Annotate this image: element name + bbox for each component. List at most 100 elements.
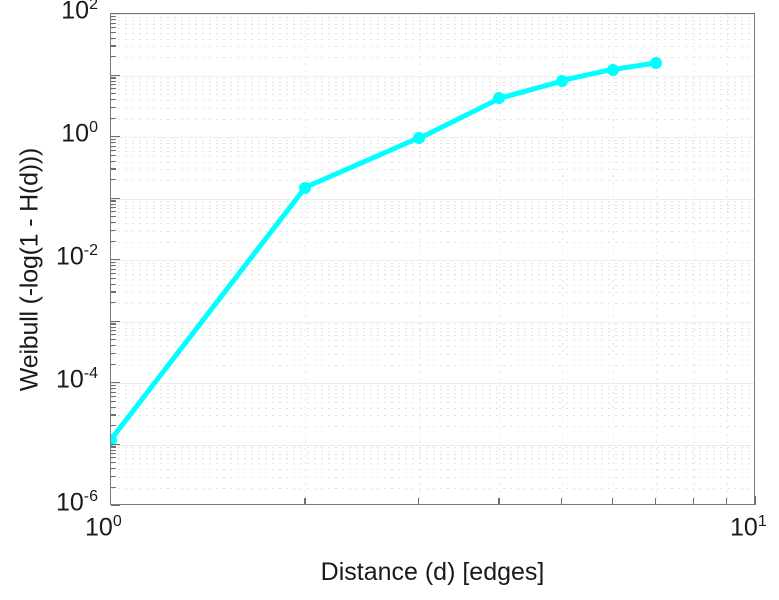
series-line-segment [417,95,501,141]
y-tick-major [111,13,120,15]
y-tick-minor [111,261,116,264]
y-tick-minor [111,207,116,209]
y-tick-exponent: -4 [83,365,98,382]
series-line-segment [498,78,563,101]
y-tick-exponent: -2 [83,242,98,259]
series-data-point[interactable] [412,132,425,145]
y-tick-minor [111,453,116,455]
y-tick-minor [111,45,116,47]
y-tick-minor [111,400,116,402]
y-tick-minor [111,468,116,470]
y-tick-minor [111,37,116,39]
y-tick-minor [111,80,116,82]
y-tick-minor [111,265,116,267]
y-tick-minor [111,449,116,451]
y-tick-minor [111,222,116,224]
y-tick-minor [111,406,116,408]
y-tick-minor [111,486,116,488]
y-tick-minor [111,99,116,101]
y-tick-major [111,443,120,445]
y-tick-minor [111,93,116,95]
y-tick-minor [111,216,116,218]
y-tick-major [111,320,120,322]
x-tick-minor [560,498,563,505]
y-tick-mantissa: 10 [61,0,90,25]
y-tick-minor [111,117,116,119]
y-tick-minor [111,339,116,341]
y-tick-exponent: -6 [83,488,98,505]
y-tick-minor [111,302,116,304]
x-tick-minor [725,498,727,505]
y-tick-minor [111,323,116,325]
plot-area [110,13,755,505]
series-data-point[interactable] [606,63,619,76]
x-tick-mantissa: 10 [85,513,113,542]
y-tick-label: 100 [0,119,98,148]
y-tick-minor [111,326,116,328]
x-tick-major [110,496,112,505]
series-line-segment [111,186,308,442]
x-tick-major [755,496,757,505]
y-tick-minor [111,330,116,332]
y-tick-major [111,382,120,384]
y-tick-minor [111,106,116,109]
y-tick-minor [111,19,116,21]
y-tick-minor [111,345,116,347]
data-series-weibull [111,14,754,504]
y-tick-minor [111,168,116,170]
y-tick-minor [111,88,116,90]
y-tick-minor [111,391,116,393]
series-line-segment [304,135,420,190]
x-axis-label: Distance (d) [edges] [320,558,545,586]
y-tick-minor [111,149,116,151]
y-tick-minor [111,145,116,147]
y-tick-minor [111,179,116,181]
y-tick-mantissa: 10 [55,488,84,517]
series-data-point[interactable] [493,92,506,105]
y-tick-minor [111,475,116,478]
y-tick-minor [111,268,116,270]
y-tick-mantissa: 10 [61,119,90,148]
x-tick-label: 101 [730,513,767,542]
y-tick-minor [111,414,116,416]
y-tick-minor [111,211,116,213]
x-tick-exponent: 1 [757,513,767,530]
y-tick-minor [111,84,116,86]
y-tick-minor [111,395,116,397]
y-tick-minor [111,77,116,79]
y-tick-major [111,197,120,199]
x-tick-minor [304,498,306,505]
y-tick-exponent: 2 [89,0,98,13]
series-data-point[interactable] [555,74,568,87]
y-tick-minor [111,200,116,202]
y-tick-mantissa: 10 [55,365,84,394]
y-tick-minor [111,26,116,28]
y-tick-minor [111,56,116,58]
series-data-point[interactable] [111,433,117,446]
series-data-point[interactable] [299,181,312,194]
y-tick-minor [111,142,116,144]
y-tick-minor [111,240,116,242]
y-tick-minor [111,446,116,448]
y-tick-major [111,136,120,138]
y-tick-minor [111,15,116,18]
x-tick-minor [692,498,694,505]
y-tick-minor [111,272,116,274]
y-tick-exponent: 0 [89,119,98,136]
y-tick-minor [111,457,116,459]
x-tick-mantissa: 10 [730,513,758,542]
y-tick-major [111,74,120,76]
x-tick-minor [498,498,500,505]
y-tick-minor [111,334,116,336]
y-tick-major [111,505,120,507]
y-tick-minor [111,291,116,293]
y-tick-minor [111,384,116,387]
series-data-point[interactable] [650,56,663,69]
y-tick-minor [111,154,116,156]
x-tick-exponent: 0 [112,513,122,530]
y-tick-minor [111,22,116,24]
series-line-segment [561,67,614,84]
y-tick-label: 10-2 [0,242,98,271]
y-tick-minor [111,229,116,232]
y-tick-minor [111,31,116,33]
